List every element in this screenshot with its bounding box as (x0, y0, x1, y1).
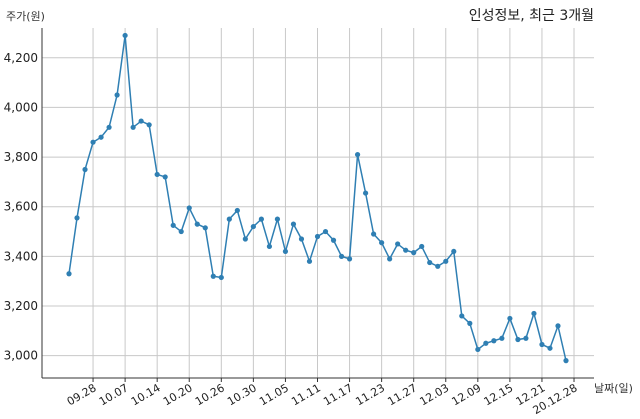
data-point (314, 233, 321, 240)
data-point (547, 345, 553, 351)
x-tick-label: 11.11 (289, 381, 323, 408)
data-point (98, 134, 104, 140)
data-point (66, 271, 72, 277)
data-point (459, 313, 465, 319)
data-point (563, 358, 569, 364)
data-point (531, 310, 537, 317)
data-point (250, 223, 256, 230)
data-point (338, 253, 345, 259)
data-point (162, 174, 168, 180)
data-point (170, 222, 176, 228)
data-point (443, 258, 449, 264)
x-tick-labels: 09.2810.0710.1410.2010.2610.3011.0511.11… (65, 381, 580, 417)
data-point (483, 340, 489, 346)
data-point (362, 190, 369, 196)
data-point (330, 237, 337, 243)
data-point (515, 336, 521, 343)
y-tick-labels: 3,000 3,200 3,400 3,600 3,800 4,000 4,200 (4, 51, 38, 363)
y-tick-label: 3,400 (4, 249, 38, 263)
x-tick-label: 11.27 (385, 381, 419, 408)
data-point (146, 122, 152, 128)
x-tick-label: 12.15 (482, 381, 516, 408)
x-tick-label: 09.28 (65, 381, 99, 408)
series-points (66, 32, 569, 364)
x-tick-label: 12.09 (450, 381, 484, 408)
data-point (298, 236, 305, 242)
data-point (419, 243, 425, 250)
y-tick-label: 4,000 (4, 100, 38, 114)
data-point (379, 240, 385, 246)
data-point (234, 207, 240, 214)
data-point (186, 205, 192, 211)
data-point (435, 263, 441, 269)
axes (41, 28, 594, 382)
data-point (266, 243, 273, 250)
data-point (491, 338, 497, 344)
data-point (403, 247, 409, 253)
data-point (451, 248, 457, 255)
data-point (507, 315, 513, 322)
chart-title: 인성정보, 최근 3개월 (469, 8, 594, 24)
data-point (138, 118, 144, 124)
data-point (395, 241, 401, 247)
y-tick-label: 3,800 (4, 150, 38, 164)
x-tick-label: 10.30 (225, 381, 259, 408)
data-point (178, 228, 184, 235)
data-point (106, 124, 112, 130)
x-tick-label: 10.26 (193, 381, 227, 408)
data-point (74, 215, 80, 221)
data-point (427, 259, 433, 266)
data-point (282, 248, 289, 255)
data-point (114, 92, 120, 98)
data-point (411, 250, 417, 256)
y-tick-label: 3,600 (4, 200, 38, 214)
data-point (210, 273, 216, 279)
data-point (306, 258, 313, 264)
data-point (354, 151, 361, 158)
y-tick-label: 3,000 (4, 349, 38, 363)
data-point (202, 225, 208, 231)
data-point (523, 335, 529, 341)
y-tick-label: 3,200 (4, 299, 38, 313)
data-point (467, 320, 473, 326)
data-point (258, 216, 264, 222)
data-point (194, 221, 200, 227)
data-point (555, 323, 561, 329)
x-tick-label: 10.14 (129, 381, 163, 408)
data-point (154, 171, 160, 178)
data-point (218, 274, 224, 281)
data-point (387, 256, 393, 262)
data-point (371, 231, 377, 237)
x-axis-label: 날짜(일) (594, 381, 633, 395)
x-tick-label: 10.07 (97, 381, 131, 408)
x-tick-label: 10.20 (161, 381, 195, 408)
x-tick-label: 11.05 (257, 381, 291, 408)
data-point (130, 124, 136, 130)
data-point (122, 32, 128, 39)
y-tick-label: 4,200 (4, 51, 38, 65)
data-point (226, 216, 232, 222)
data-point (290, 221, 297, 227)
x-tick-label: 11.17 (321, 381, 355, 408)
data-point (539, 341, 545, 348)
data-point (346, 256, 353, 262)
data-point (499, 335, 505, 341)
grid-lines (42, 28, 594, 378)
data-point (274, 216, 281, 222)
data-point (322, 228, 329, 235)
x-tick-label: 12.03 (417, 381, 451, 408)
data-point (475, 346, 481, 353)
x-tick-label: 11.23 (353, 381, 387, 408)
y-axis-label: 주가(원) (6, 10, 45, 23)
data-point (90, 139, 96, 145)
data-point (242, 236, 248, 242)
data-point (82, 166, 88, 173)
